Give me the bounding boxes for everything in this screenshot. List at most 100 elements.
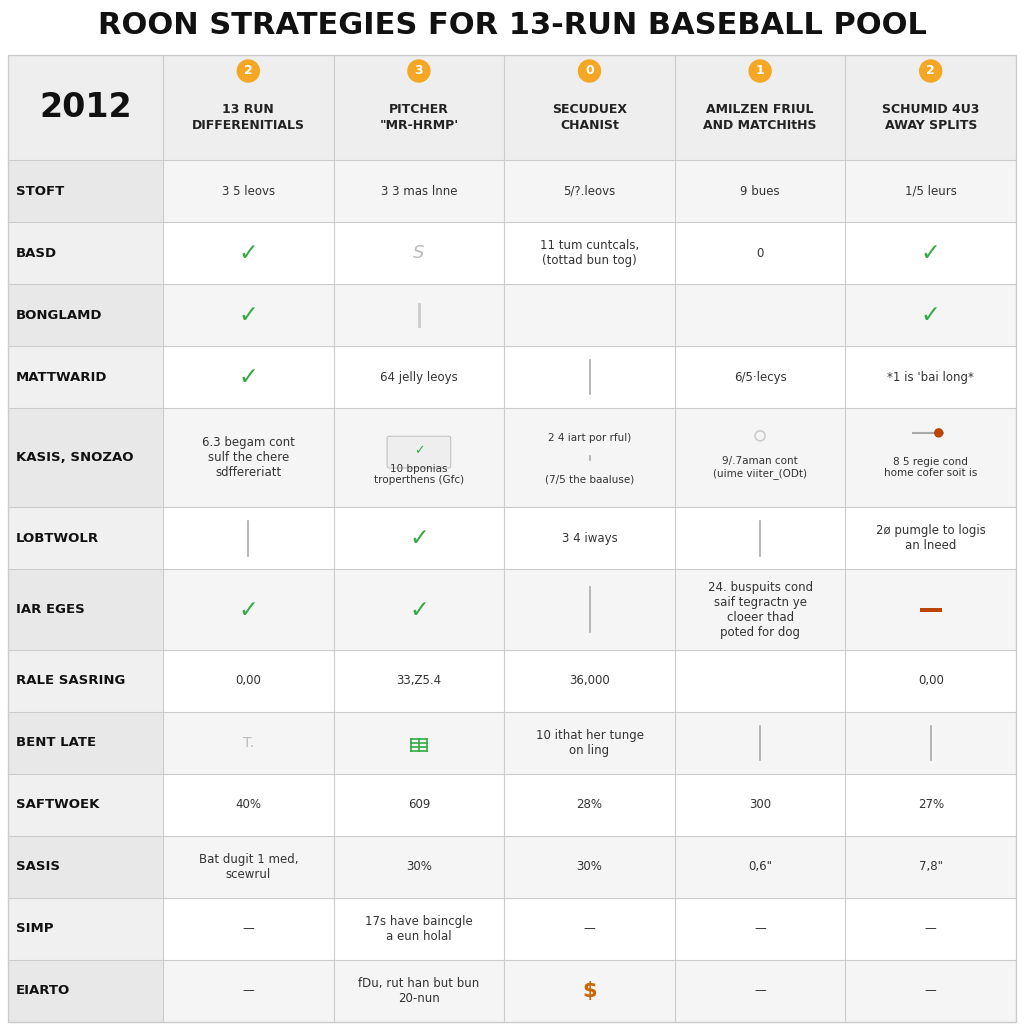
Text: 33,Z5.4: 33,Z5.4: [396, 675, 441, 687]
Text: 2 4 iart por rful): 2 4 iart por rful): [548, 433, 631, 442]
Circle shape: [408, 60, 430, 82]
Text: 3 3 mas lnne: 3 3 mas lnne: [381, 184, 457, 198]
Bar: [8, 774, 163, 836]
Text: 10 bponias
troperthens (Gfc): 10 bponias troperthens (Gfc): [374, 464, 464, 485]
Text: 6/5·lecys: 6/5·lecys: [734, 371, 786, 384]
Text: 11 tum cuntcals,
(tottad bun tog): 11 tum cuntcals, (tottad bun tog): [540, 239, 639, 267]
Text: RALE SASRING: RALE SASRING: [16, 675, 125, 687]
Text: 0: 0: [585, 65, 594, 78]
Bar: [8, 222, 163, 284]
Text: 3 5 leovs: 3 5 leovs: [222, 184, 274, 198]
Bar: [8, 898, 163, 959]
Text: AMILZEN FRIUL
AND MATCHItHS: AMILZEN FRIUL AND MATCHItHS: [703, 103, 817, 132]
Text: BONGLAMD: BONGLAMD: [16, 308, 102, 322]
Text: fDu, rut han but bun
20-nun: fDu, rut han but bun 20-nun: [358, 977, 479, 1005]
Text: ROON STRATEGIES FOR 13-RUN BASEBALL POOL: ROON STRATEGIES FOR 13-RUN BASEBALL POOL: [97, 11, 927, 41]
Text: —: —: [243, 984, 254, 997]
Bar: [8, 160, 163, 222]
Bar: [8, 898, 1016, 959]
Circle shape: [750, 60, 771, 82]
Text: —: —: [755, 923, 766, 936]
Bar: [8, 650, 163, 712]
Text: 300: 300: [749, 799, 771, 811]
Text: T.: T.: [243, 736, 254, 750]
Text: STOFT: STOFT: [16, 184, 65, 198]
Bar: [8, 284, 163, 346]
Text: —: —: [925, 984, 937, 997]
Bar: [8, 284, 1016, 346]
Text: 28%: 28%: [577, 799, 602, 811]
Text: ✓: ✓: [239, 598, 258, 622]
Text: 3 4 iways: 3 4 iways: [561, 531, 617, 545]
Text: SASIS: SASIS: [16, 860, 60, 873]
Bar: [8, 712, 1016, 774]
Text: ✓: ✓: [921, 303, 941, 327]
Text: 3: 3: [415, 65, 423, 78]
Text: 5/?.leovs: 5/?.leovs: [563, 184, 615, 198]
Bar: [8, 222, 1016, 284]
Bar: [920, 607, 942, 611]
Text: SIMP: SIMP: [16, 923, 53, 936]
Text: KASIS, SNOZAO: KASIS, SNOZAO: [16, 452, 133, 464]
Text: 0,6": 0,6": [749, 860, 772, 873]
Bar: [8, 959, 163, 1022]
Text: —: —: [755, 984, 766, 997]
FancyBboxPatch shape: [387, 436, 451, 468]
Bar: [8, 408, 163, 507]
Text: —: —: [243, 923, 254, 936]
Text: 7,8": 7,8": [919, 860, 943, 873]
Text: 1: 1: [756, 65, 765, 78]
Text: 0: 0: [757, 247, 764, 259]
Bar: [8, 408, 1016, 507]
Circle shape: [238, 60, 259, 82]
Bar: [8, 55, 1016, 160]
Circle shape: [579, 60, 600, 82]
Bar: [8, 650, 1016, 712]
Text: 9 bues: 9 bues: [740, 184, 780, 198]
Bar: [8, 836, 1016, 898]
Text: Bat dugit 1 med,
scewrul: Bat dugit 1 med, scewrul: [199, 853, 298, 881]
Bar: [8, 346, 1016, 408]
Text: 30%: 30%: [577, 860, 602, 873]
Bar: [8, 160, 1016, 222]
Text: PITCHER
"MR-HRMP': PITCHER "MR-HRMP': [379, 103, 459, 132]
Text: 2: 2: [244, 65, 253, 78]
Text: 13 RUN
DIFFERENITIALS: 13 RUN DIFFERENITIALS: [191, 103, 305, 132]
Text: 1/5 leurs: 1/5 leurs: [905, 184, 956, 198]
Text: 24. buspuits cond
saif tegractn ye
cloeer thad
poted for dog: 24. buspuits cond saif tegractn ye cloee…: [708, 581, 813, 639]
Text: ✓: ✓: [921, 241, 941, 265]
Text: 64 jelly leoys: 64 jelly leoys: [380, 371, 458, 384]
Text: MATTWARID: MATTWARID: [16, 371, 108, 384]
Text: BENT LATE: BENT LATE: [16, 736, 96, 750]
Text: ✓: ✓: [409, 598, 429, 622]
Text: 2ø pumgle to logis
an lneed: 2ø pumgle to logis an lneed: [876, 524, 986, 552]
Text: S: S: [414, 244, 425, 262]
Text: SAFTWOEK: SAFTWOEK: [16, 799, 99, 811]
Bar: [8, 507, 163, 569]
Text: 2012: 2012: [39, 91, 132, 124]
Text: IAR EGES: IAR EGES: [16, 603, 85, 616]
Circle shape: [920, 60, 942, 82]
Text: 9/.7aman cont
(uime viiter_(ODt): 9/.7aman cont (uime viiter_(ODt): [713, 457, 807, 479]
Bar: [8, 507, 1016, 569]
Text: 2: 2: [927, 65, 935, 78]
Bar: [8, 836, 163, 898]
Text: ✓: ✓: [414, 444, 424, 458]
Text: ✓: ✓: [239, 303, 258, 327]
Text: 27%: 27%: [918, 799, 944, 811]
Text: 609: 609: [408, 799, 430, 811]
Text: *1 is 'bai long*: *1 is 'bai long*: [887, 371, 974, 384]
Bar: [8, 774, 1016, 836]
Bar: [8, 959, 1016, 1022]
Text: EIARTO: EIARTO: [16, 984, 71, 997]
Text: 36,000: 36,000: [569, 675, 610, 687]
Text: BASD: BASD: [16, 247, 57, 259]
Text: 8 5 regie cond
home cofer soit is: 8 5 regie cond home cofer soit is: [884, 457, 977, 478]
Bar: [8, 569, 163, 650]
Text: 6.3 begam cont
sulf the chere
sdffereriatt: 6.3 begam cont sulf the chere sdffereria…: [202, 436, 295, 479]
Text: —: —: [925, 923, 937, 936]
Text: SECUDUEX
CHANISt: SECUDUEX CHANISt: [552, 103, 627, 132]
Text: $: $: [583, 981, 597, 1001]
Text: 0,00: 0,00: [918, 675, 944, 687]
Bar: [8, 712, 163, 774]
